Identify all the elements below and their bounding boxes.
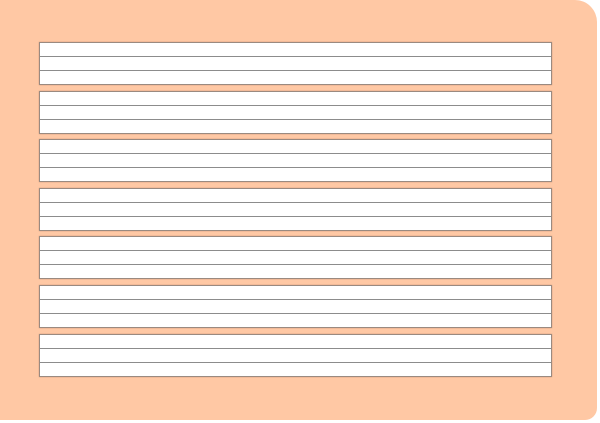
writing-band: [39, 333, 552, 377]
writing-band: [39, 187, 552, 231]
writing-band: [39, 236, 552, 280]
guide-line: [40, 215, 551, 217]
guide-line: [40, 347, 551, 349]
guide-line: [40, 361, 551, 363]
guide-line: [40, 153, 551, 155]
guide-line: [40, 201, 551, 203]
guide-line: [40, 167, 551, 169]
writing-band: [39, 90, 552, 134]
guide-line: [40, 56, 551, 57]
guide-line: [40, 264, 551, 266]
guide-line: [40, 118, 551, 120]
guide-line: [40, 299, 551, 300]
guide-line: [40, 250, 551, 252]
guide-line: [40, 313, 551, 314]
guide-line: [40, 70, 551, 71]
guide-line: [40, 104, 551, 106]
writing-band: [39, 285, 552, 328]
writing-band: [39, 139, 552, 183]
writing-band: [39, 42, 552, 85]
